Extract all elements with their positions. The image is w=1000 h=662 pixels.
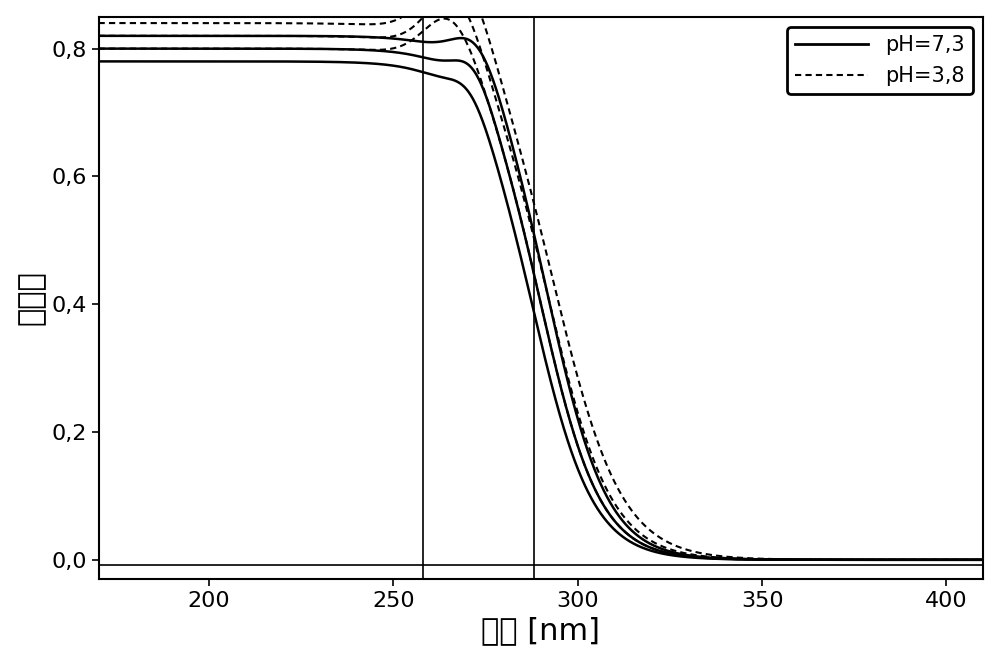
- Y-axis label: 消光度: 消光度: [17, 271, 46, 325]
- Legend: pH=7,3, pH=3,8: pH=7,3, pH=3,8: [787, 27, 973, 94]
- X-axis label: 波長 [nm]: 波長 [nm]: [481, 616, 600, 645]
